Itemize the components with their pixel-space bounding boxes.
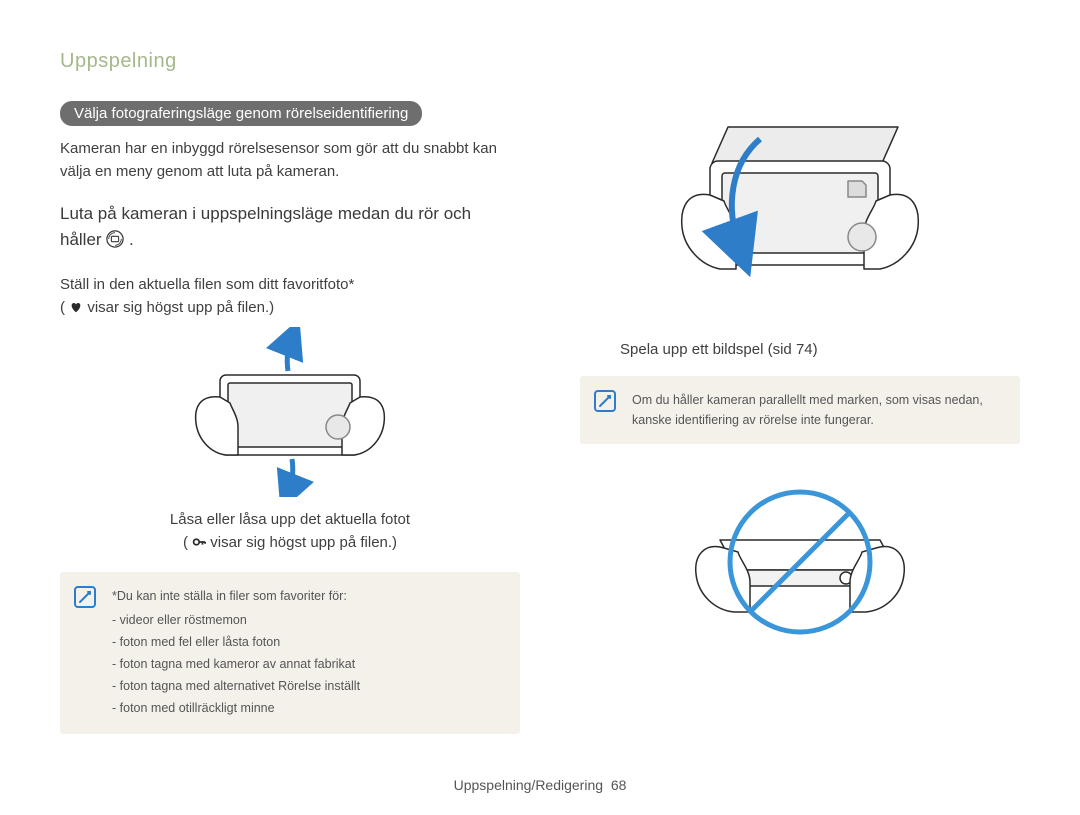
right-column: Spela upp ett bildspel (sid 74) Om du hå… [580,101,1020,734]
tilt-forward-illustration [580,109,1020,329]
list-item: foton tagna med kameror av annat fabrika… [112,654,504,674]
lock-prefix: ( [183,534,192,551]
heart-icon [69,299,83,313]
favorite-mid: visar sig högst upp på filen.) [87,299,274,316]
intro-paragraph: Kameran har en inbyggd rörelsesensor som… [60,138,520,183]
lock-caption: Låsa eller låsa upp det aktuella fotot (… [60,509,520,554]
list-item: foton med otillräckligt minne [112,698,504,718]
tilt-instruction: Luta på kameran i uppspelningsläge medan… [60,201,520,252]
page-footer: Uppspelning/Redigering 68 [0,777,1080,793]
lock-mid: visar sig högst upp på filen.) [210,534,397,551]
page-header-title: Uppspelning [60,50,1020,73]
note-left-box: *Du kan inte ställa in filer som favorit… [60,572,520,734]
list-item: foton med fel eller låsta foton [112,632,504,652]
lock-line2: ( visar sig högst upp på filen.) [60,532,520,555]
note-icon [594,390,616,412]
note-left-heading: *Du kan inte ställa in filer som favorit… [112,586,504,606]
section-pill: Välja fotograferingsläge genom rörelseid… [60,101,422,126]
content-columns: Välja fotograferingsläge genom rörelseid… [60,101,1020,734]
instruction-line2b: . [129,230,134,249]
lock-line1: Låsa eller låsa upp det aktuella fotot [60,509,520,532]
note-icon [74,586,96,608]
key-icon [192,534,206,548]
motion-sensor-icon [106,230,124,248]
left-column: Välja fotograferingsläge genom rörelseid… [60,101,520,734]
slideshow-caption: Spela upp ett bildspel (sid 74) [620,341,1020,358]
note-right-text: Om du håller kameran parallellt med mark… [632,393,983,427]
note-left-list: videor eller röstmemon foton med fel ell… [112,610,504,718]
instruction-line2a: håller [60,230,106,249]
tilt-vertical-illustration [60,327,520,497]
footer-text: Uppspelning/Redigering [454,777,603,793]
parallel-prohibit-illustration [580,452,1020,642]
list-item: videor eller röstmemon [112,610,504,630]
favorite-caption: Ställ in den aktuella filen som ditt fav… [60,274,520,319]
list-item: foton tagna med alternativet Rörelse ins… [112,676,504,696]
favorite-line2: ( visar sig högst upp på filen.) [60,297,520,320]
note-right-box: Om du håller kameran parallellt med mark… [580,376,1020,444]
favorite-prefix: ( [60,299,65,316]
favorite-line1: Ställ in den aktuella filen som ditt fav… [60,274,520,297]
footer-page-number: 68 [611,777,627,793]
instruction-line1: Luta på kameran i uppspelningsläge medan… [60,204,471,223]
